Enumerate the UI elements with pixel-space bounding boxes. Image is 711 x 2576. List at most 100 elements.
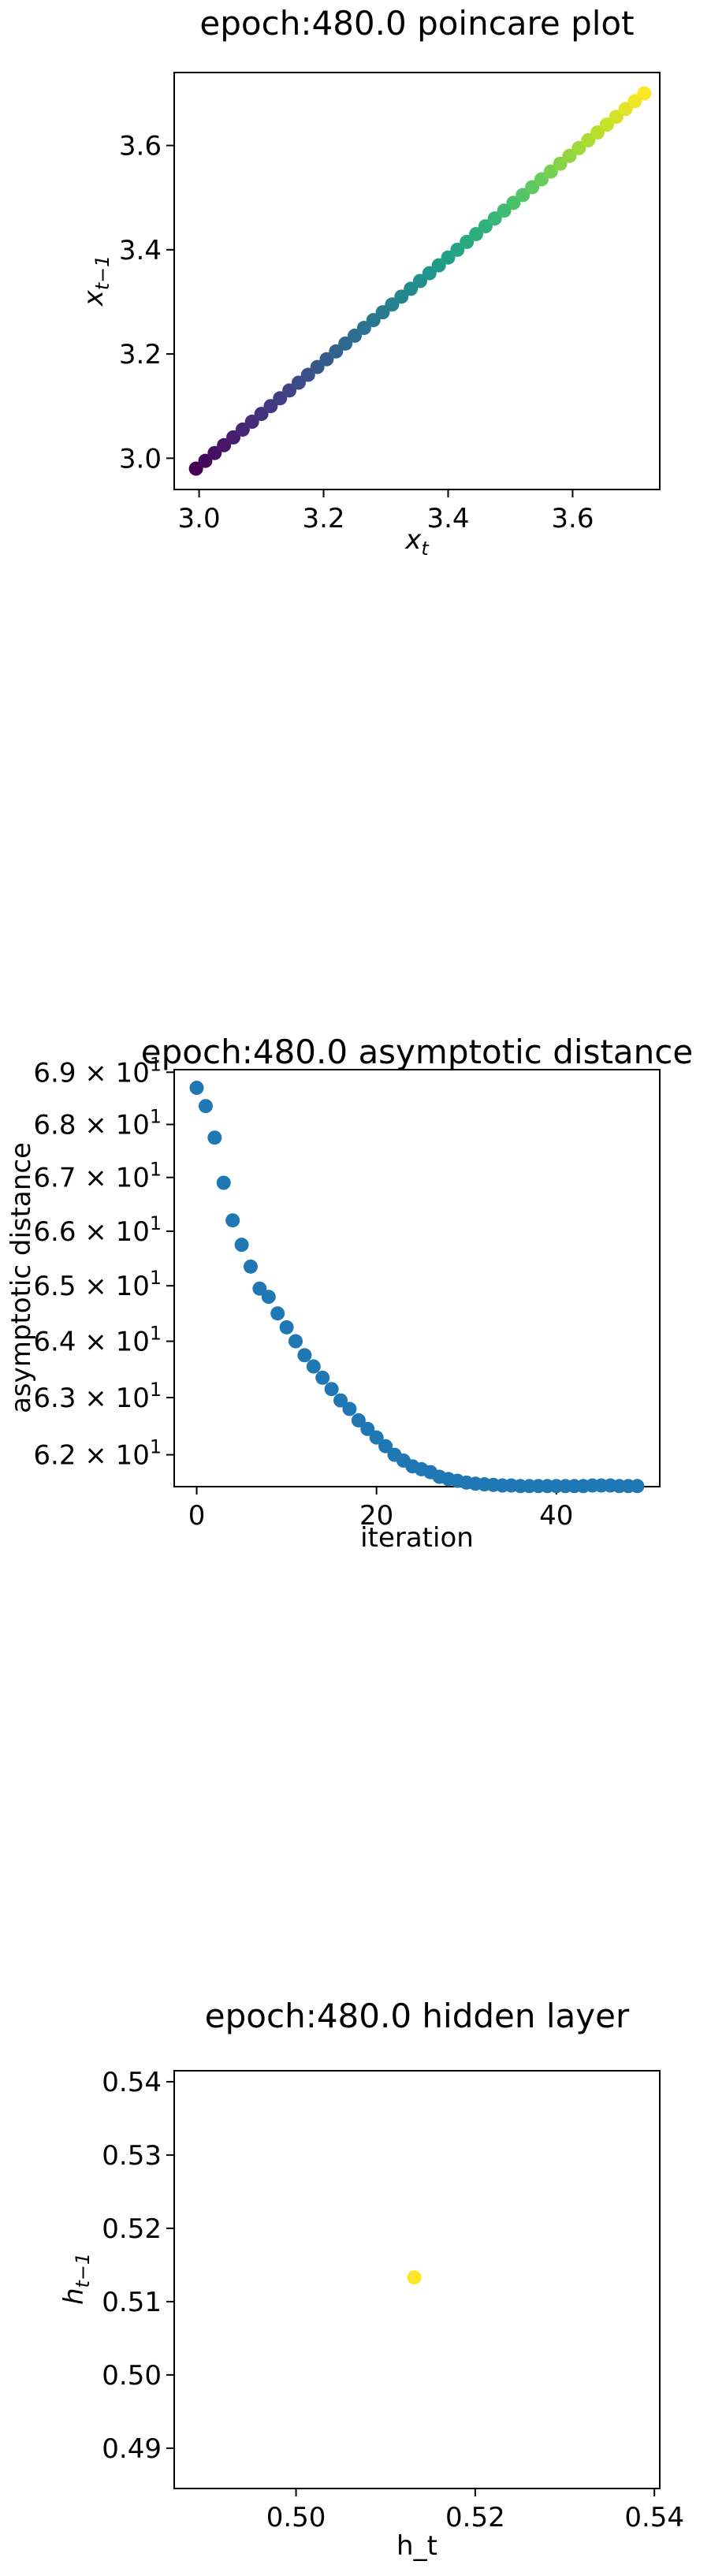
data-point xyxy=(630,1479,645,1494)
y-tick-label: 3.2 xyxy=(119,339,162,370)
data-point xyxy=(243,1259,258,1274)
data-point xyxy=(506,195,521,210)
data-point xyxy=(198,453,213,468)
data-point xyxy=(288,1334,303,1349)
chart-3: epoch:480.0 hidden layer 0.50 0.52 0.54 0.49… xyxy=(58,1997,684,2562)
data-point xyxy=(562,148,577,163)
data-point xyxy=(404,281,419,296)
chart-title: epoch:480.0 hidden layer xyxy=(205,1997,630,2035)
data-point xyxy=(394,289,409,304)
data-point xyxy=(351,1413,366,1428)
data-point xyxy=(225,1213,240,1228)
data-point xyxy=(324,1382,339,1397)
data-point xyxy=(497,203,512,218)
data-point xyxy=(385,297,400,312)
x-tick-label: 3.2 xyxy=(302,503,344,534)
data-point xyxy=(300,367,315,382)
y-tick-label: 6.8 × 101 xyxy=(33,1106,162,1141)
data-point xyxy=(609,110,624,125)
y-tick-label: 0.52 xyxy=(102,2213,162,2245)
plot-frame xyxy=(173,72,661,490)
x-tick-label: 3.0 xyxy=(178,503,221,534)
data-point xyxy=(590,125,605,140)
x-tick-label: 3.6 xyxy=(551,503,594,534)
x-tick-label: 40 xyxy=(539,1500,573,1532)
data-point xyxy=(306,1359,321,1374)
x-tick-label: 0 xyxy=(188,1500,206,1532)
x-tick-label: 0.52 xyxy=(445,2502,505,2533)
data-point xyxy=(431,258,446,273)
data-point xyxy=(366,313,381,328)
y-tick-label: 6.2 × 101 xyxy=(33,1436,162,1472)
data-point xyxy=(422,266,437,281)
y-tick-label: 3.4 xyxy=(119,235,162,266)
data-point xyxy=(450,242,465,257)
data-point xyxy=(478,219,493,234)
x-tick-label: 0.50 xyxy=(266,2502,326,2533)
data-point xyxy=(378,1439,393,1454)
x-axis-label: xt xyxy=(404,524,430,560)
chart-2: epoch:480.0 asymptotic distance 0 20 40 6.2 … xyxy=(6,1033,693,1554)
data-point xyxy=(270,1306,285,1321)
data-point xyxy=(487,211,502,226)
data-point xyxy=(369,1430,384,1445)
data-point xyxy=(198,1099,213,1114)
data-point xyxy=(333,1393,348,1408)
data-point xyxy=(342,1402,357,1416)
chart-title: epoch:480.0 poincare plot xyxy=(199,4,634,43)
y-tick-label: 0.53 xyxy=(102,2140,162,2172)
data-point xyxy=(356,321,371,336)
x-tick-label: 20 xyxy=(359,1500,393,1532)
y-tick-label: 0.49 xyxy=(102,2433,162,2465)
data-point xyxy=(637,86,652,101)
y-tick-label: 3.0 xyxy=(119,443,162,475)
data-point xyxy=(627,94,642,109)
y-tick-label: 6.3 × 101 xyxy=(33,1379,162,1414)
y-tick-label: 0.50 xyxy=(102,2360,162,2392)
y-tick-label: 0.54 xyxy=(102,2067,162,2098)
x-axis-label: h_t xyxy=(396,2530,437,2562)
data-point xyxy=(329,344,344,359)
x-tick-label: 3.4 xyxy=(426,503,469,534)
data-point xyxy=(261,1290,276,1305)
x-axis-label: iteration xyxy=(360,1522,474,1554)
y-axis-label: asymptotic distance xyxy=(6,1142,37,1413)
chart-1: epoch:480.0 poincare plot 3.0 3.2 3.4 3.6 3.0… xyxy=(78,4,661,560)
data-point xyxy=(571,140,586,155)
chart-title: epoch:480.0 asymptotic distance xyxy=(141,1033,693,1071)
y-tick-label: 6.7 × 101 xyxy=(33,1159,162,1194)
data-point xyxy=(310,359,325,374)
data-point xyxy=(297,1348,312,1363)
y-tick-label: 6.6 × 101 xyxy=(33,1212,162,1248)
data-point xyxy=(319,352,334,367)
y-tick-label: 6.5 × 101 xyxy=(33,1267,162,1302)
data-point xyxy=(618,102,633,117)
data-point xyxy=(525,180,540,195)
data-point xyxy=(188,461,203,476)
data-point xyxy=(315,1370,330,1385)
data-point xyxy=(375,305,390,320)
data-point xyxy=(553,156,568,171)
data-point xyxy=(291,375,306,390)
y-tick-label: 6.9 × 101 xyxy=(33,1053,162,1089)
y-tick-label: 3.6 xyxy=(119,131,162,162)
plot-frame xyxy=(173,2070,661,2489)
data-point xyxy=(189,1081,204,1096)
plot-frame xyxy=(173,1069,661,1487)
data-point xyxy=(460,234,475,249)
data-point xyxy=(348,328,363,343)
data-point xyxy=(581,132,596,147)
y-tick-label: 6.4 × 101 xyxy=(33,1323,162,1358)
data-point xyxy=(252,1281,267,1296)
data-point xyxy=(360,1421,375,1436)
data-point xyxy=(534,172,549,187)
data-point xyxy=(407,2270,422,2285)
x-tick-label: 0.54 xyxy=(624,2502,684,2533)
data-point xyxy=(216,1175,231,1190)
data-point xyxy=(217,437,232,452)
data-point xyxy=(469,226,484,241)
data-point xyxy=(273,391,288,406)
y-axis-label: xt−1 xyxy=(78,255,114,307)
data-point xyxy=(516,188,530,203)
